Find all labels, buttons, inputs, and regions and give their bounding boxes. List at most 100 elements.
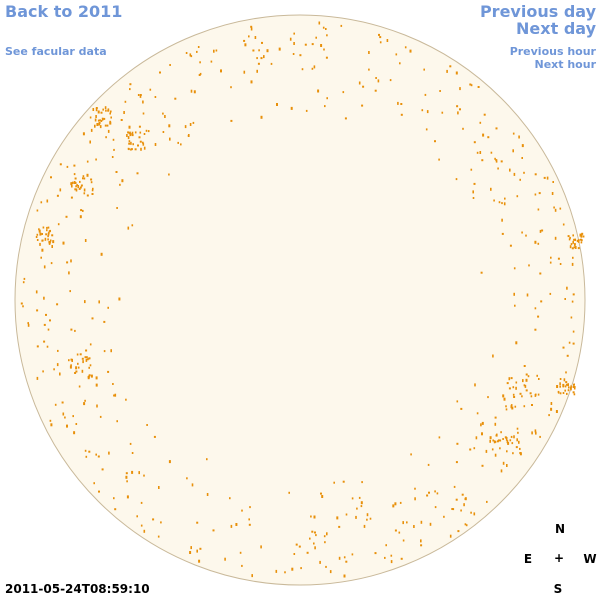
facula-point: [260, 115, 263, 119]
facula-point: [534, 173, 537, 176]
facula-point: [48, 242, 51, 245]
facula-point: [129, 83, 132, 86]
facula-point: [266, 49, 269, 53]
facula-point: [260, 545, 262, 549]
facula-point: [95, 115, 97, 118]
facula-point: [506, 450, 508, 453]
facula-point: [20, 302, 23, 305]
facula-point: [89, 364, 92, 367]
facula-point: [140, 147, 142, 151]
facula-point: [61, 401, 64, 404]
facula-point: [88, 366, 90, 369]
facula-point: [100, 111, 103, 114]
facula-point: [397, 101, 399, 105]
facula-point: [83, 188, 86, 192]
facula-point: [443, 515, 445, 518]
facula-point: [110, 110, 112, 113]
facula-point: [62, 412, 65, 416]
facula-point: [426, 494, 429, 497]
facula-point: [248, 518, 250, 521]
facula-point: [386, 39, 389, 42]
facula-point: [473, 141, 476, 144]
facula-point: [57, 349, 59, 352]
facula-point: [49, 239, 52, 242]
previous-day-link[interactable]: Previous day: [479, 2, 596, 21]
facula-point: [124, 100, 127, 103]
facula-point: [139, 131, 142, 134]
facula-point: [569, 236, 571, 239]
facula-point: [68, 359, 70, 362]
facula-point: [399, 62, 401, 65]
facula-point: [567, 235, 570, 238]
facula-point: [119, 183, 121, 186]
facula-point: [70, 182, 73, 186]
facula-point: [493, 199, 495, 202]
compass-east-label: E: [523, 552, 533, 566]
facula-point: [102, 108, 104, 111]
facula-point: [186, 477, 188, 480]
facula-point: [512, 386, 515, 389]
facula-point: [399, 501, 402, 504]
facula-point: [318, 21, 321, 25]
facula-point: [136, 515, 138, 518]
facula-point: [539, 272, 542, 275]
facula-point: [79, 215, 82, 219]
previous-hour-link[interactable]: Previous hour: [509, 45, 596, 58]
facula-point: [86, 358, 89, 361]
facula-point: [338, 525, 341, 528]
facula-point: [436, 492, 439, 495]
facula-point: [534, 307, 537, 310]
facula-point: [95, 108, 98, 112]
facula-point: [509, 439, 512, 442]
facula-point: [73, 431, 76, 435]
next-day-link[interactable]: Next day: [516, 19, 596, 38]
back-to-year-link[interactable]: Back to 2011: [5, 2, 123, 21]
facula-point: [90, 374, 93, 378]
facula-point: [295, 543, 298, 546]
facula-point: [81, 369, 84, 373]
facula-point: [88, 374, 91, 377]
facula-point: [505, 408, 508, 411]
facula-point: [320, 44, 323, 47]
facula-point: [472, 197, 475, 199]
facula-point: [361, 104, 364, 107]
facula-point: [438, 158, 440, 161]
facula-point: [35, 290, 38, 294]
facula-point: [40, 201, 43, 204]
facula-point: [257, 62, 260, 65]
facula-point: [513, 172, 516, 176]
facula-point: [496, 440, 499, 443]
facula-point: [537, 242, 540, 245]
facula-point: [510, 404, 513, 407]
facula-point: [539, 229, 542, 233]
facula-point: [142, 142, 145, 146]
see-facular-data-link[interactable]: See facular data: [5, 45, 107, 58]
facula-point: [139, 95, 142, 98]
facula-point: [402, 539, 405, 542]
facula-point: [360, 501, 363, 505]
facula-point: [451, 508, 454, 510]
next-hour-link[interactable]: Next hour: [534, 58, 597, 71]
facula-point: [56, 194, 59, 197]
facula-point: [130, 133, 132, 136]
facula-point: [356, 507, 358, 510]
facula-point: [559, 263, 562, 265]
facula-point: [128, 142, 131, 145]
facula-point: [38, 229, 41, 233]
facula-point: [275, 569, 278, 573]
facula-point: [515, 381, 518, 384]
facula-point: [108, 451, 110, 455]
facula-point: [455, 71, 458, 75]
facula-point: [113, 394, 115, 397]
facula-point: [345, 560, 348, 563]
facula-point: [495, 160, 498, 163]
facula-point: [378, 33, 380, 36]
facula-point: [534, 328, 537, 331]
facula-point: [52, 240, 55, 244]
facula-point: [358, 496, 361, 499]
facula-point: [59, 188, 62, 192]
facula-point: [38, 228, 40, 231]
facula-point: [360, 505, 363, 508]
facula-point: [289, 37, 292, 41]
facula-point: [479, 121, 482, 124]
